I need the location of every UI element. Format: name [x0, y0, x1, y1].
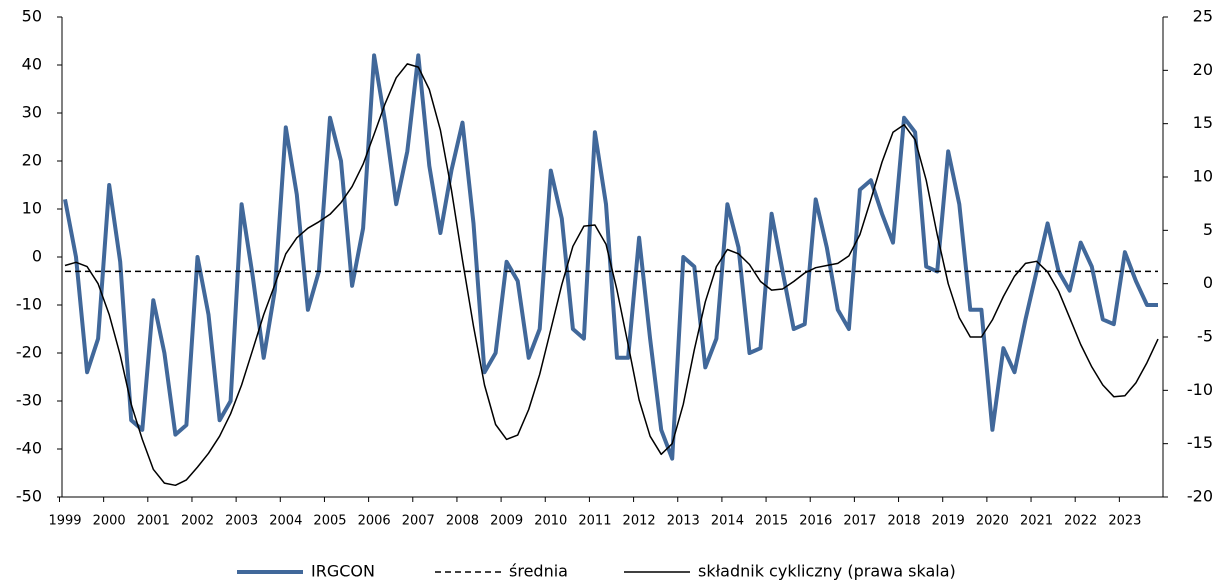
y-tick-label: -50	[16, 487, 42, 506]
y-tick-label: -10	[16, 295, 42, 314]
y-tick-label: -30	[16, 391, 42, 410]
y2-tick-label: 5	[1203, 220, 1213, 239]
y-tick-label: -40	[16, 439, 42, 458]
x-tick-label: 2018	[888, 514, 921, 529]
x-tick-label: 2020	[976, 514, 1009, 529]
x-tick-label: 2019	[932, 514, 965, 529]
x-tick-label: 2011	[578, 514, 611, 529]
x-tick-label: 2002	[181, 514, 214, 529]
x-tick-label: 2022	[1064, 514, 1097, 529]
x-tick-label: 2004	[269, 514, 302, 529]
x-tick-label: 2021	[1020, 514, 1053, 529]
x-tick-label: 1999	[48, 514, 81, 529]
y2-tick-label: 25	[1193, 7, 1213, 26]
x-tick-label: 2008	[446, 514, 479, 529]
x-tick-label: 2012	[623, 514, 656, 529]
legend-label: średnia	[509, 562, 568, 581]
y-tick-label: -20	[16, 343, 42, 362]
x-tick-label: 2010	[534, 514, 567, 529]
y-tick-label: 50	[22, 7, 42, 26]
y2-tick-label: 0	[1203, 273, 1213, 292]
y-tick-label: 40	[22, 55, 42, 74]
y2-tick-label: 15	[1193, 113, 1213, 132]
x-tick-label: 2006	[358, 514, 391, 529]
y2-tick-label: 20	[1193, 60, 1213, 79]
y2-tick-label: -15	[1187, 433, 1213, 452]
x-tick-label: 2016	[799, 514, 832, 529]
x-tick-label: 2001	[137, 514, 170, 529]
x-tick-label: 2015	[755, 514, 788, 529]
legend-label: IRGCON	[311, 562, 375, 581]
x-tick-label: 2023	[1108, 514, 1141, 529]
x-tick-label: 2003	[225, 514, 258, 529]
series-line	[63, 53, 1158, 461]
y-tick-label: 20	[22, 151, 42, 170]
x-tick-label: 2007	[402, 514, 435, 529]
y-tick-label: 0	[32, 247, 42, 266]
legend-label: składnik cykliczny (prawa skala)	[698, 562, 956, 581]
x-tick-label: 2005	[313, 514, 346, 529]
y2-tick-label: -10	[1187, 380, 1213, 399]
x-tick-label: 2017	[843, 514, 876, 529]
x-tick-label: 2009	[490, 514, 523, 529]
x-tick-label: 2014	[711, 514, 744, 529]
y-tick-label: 10	[22, 199, 42, 218]
series-line	[64, 63, 1159, 487]
y2-tick-label: -5	[1197, 327, 1213, 346]
y2-tick-label: 10	[1193, 167, 1213, 186]
y-tick-label: 30	[22, 103, 42, 122]
y2-tick-label: -20	[1187, 487, 1213, 506]
x-tick-label: 2013	[667, 514, 700, 529]
x-tick-label: 2000	[93, 514, 126, 529]
